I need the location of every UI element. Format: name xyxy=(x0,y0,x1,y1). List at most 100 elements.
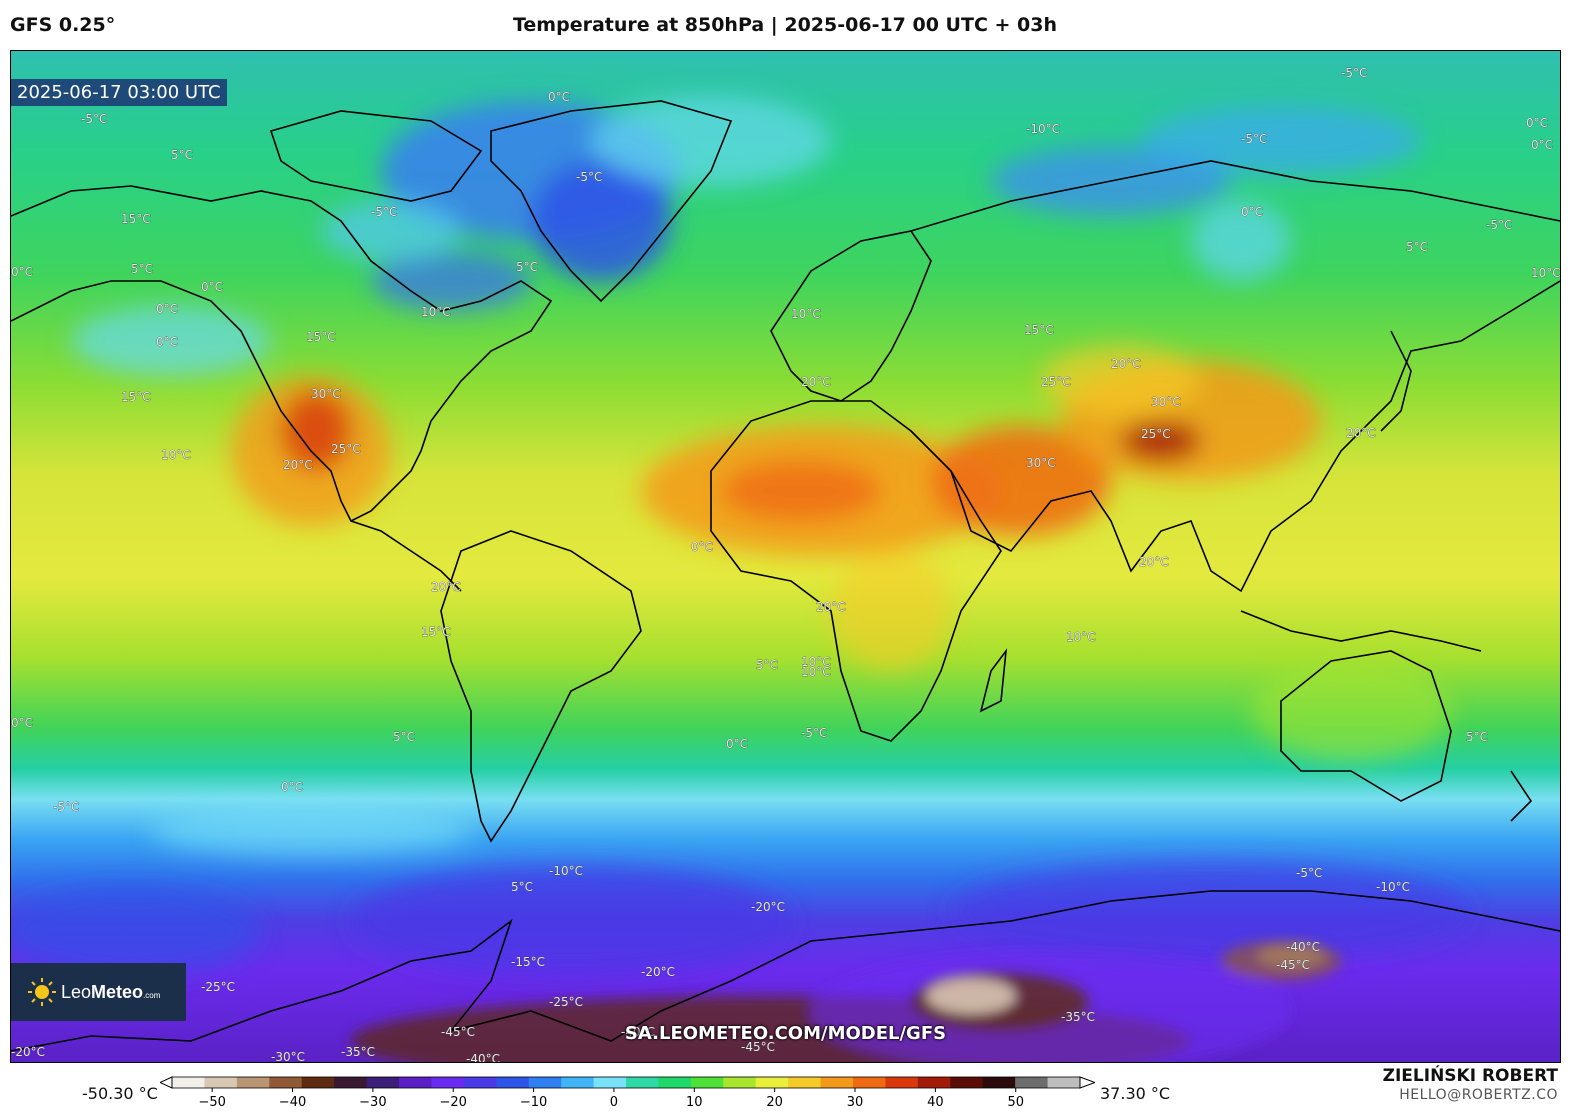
arctic-islands-outline xyxy=(269,110,483,202)
contour-label: -40°C xyxy=(466,1052,500,1062)
colorbar-min-label: -50.30 °C xyxy=(82,1084,158,1103)
contour-label: 15°C xyxy=(121,212,151,226)
contour-label: 10°C xyxy=(421,305,451,319)
contour-label: 25°C xyxy=(1041,375,1071,389)
source-watermark: SA.LEOMETEO.COM/MODEL/GFS xyxy=(624,1023,947,1044)
contour-label: -40°C xyxy=(621,1025,655,1039)
colorbar-max-arrow xyxy=(1079,1076,1095,1089)
colorbar-segment xyxy=(561,1077,595,1088)
contour-label: -25°C xyxy=(549,995,583,1009)
colorbar-segment xyxy=(626,1077,659,1088)
contour-label: 20°C xyxy=(1111,357,1141,371)
colorbar-tick-label: −40 xyxy=(279,1095,306,1110)
south-america-outline xyxy=(440,530,642,843)
australia-outline xyxy=(1280,650,1452,802)
contour-label: -5°C xyxy=(81,112,107,126)
contour-label: 20°C xyxy=(1346,426,1376,440)
contour-label: 20°C xyxy=(1139,555,1169,569)
contour-label: 5°C xyxy=(516,260,538,274)
colorbar-segment xyxy=(885,1077,919,1088)
colorbar-segment xyxy=(528,1077,562,1088)
colorbar-segment xyxy=(496,1077,530,1088)
contour-label: 5°C xyxy=(1466,730,1488,744)
author-name: ZIELIŃSKI ROBERT xyxy=(1382,1066,1558,1086)
contour-label: 0°C xyxy=(11,716,33,730)
colorbar-tick-label: 10 xyxy=(686,1095,703,1110)
colorbar-segment xyxy=(658,1077,692,1088)
contour-label: -20°C xyxy=(751,900,785,914)
contour-label: 20°C xyxy=(283,458,313,472)
contour-label: 0°C xyxy=(1526,116,1548,130)
contour-label: -20°C xyxy=(641,965,675,979)
map-canvas: 0°C -5°C 5°C -5°C 15°C 5°C 0°C 0°C 0°C 0°C -5°C 5°C… xyxy=(11,51,1560,1062)
contour-label: 0°C xyxy=(548,90,570,104)
colorbar-segment xyxy=(172,1077,205,1088)
contour-label: 15°C xyxy=(121,390,151,404)
contour-label: 30°C xyxy=(311,387,341,401)
contour-label: 10°C xyxy=(1066,630,1096,644)
colorbar-tick-label: −50 xyxy=(198,1095,225,1110)
model-name: GFS 0.25° xyxy=(10,14,116,36)
contour-labels: 0°C -5°C 5°C -5°C 15°C 5°C 0°C 0°C 0°C 0°C -5°C 5°C… xyxy=(11,66,1560,1062)
colorbar-segment xyxy=(1047,1077,1081,1088)
author-email: HELLO@ROBERTZ.CO xyxy=(1399,1087,1558,1103)
madagascar-outline xyxy=(979,648,1008,713)
colorbar-segment xyxy=(301,1077,335,1088)
colorbar-segment xyxy=(950,1077,984,1088)
colorbar-segment xyxy=(723,1077,757,1088)
colorbar-tick-label: 30 xyxy=(847,1095,864,1110)
contour-label: -5°C xyxy=(801,726,827,740)
contour-label: -35°C xyxy=(341,1045,375,1059)
contour-label: -30°C xyxy=(271,1050,305,1062)
sun-icon xyxy=(28,978,56,1006)
contour-label: 10°C xyxy=(161,448,191,462)
contour-label: 20°C xyxy=(801,375,831,389)
contour-label: -15°C xyxy=(511,955,545,969)
colorbar-tick-label: 50 xyxy=(1007,1095,1024,1110)
contour-label: -10°C xyxy=(549,864,583,878)
antarctica-outline xyxy=(11,890,1560,1052)
antarctic-cold-core xyxy=(351,941,1341,1062)
contour-label: 15°C xyxy=(1024,323,1054,337)
contour-label: -5°C xyxy=(53,800,79,814)
north-america-outline xyxy=(11,185,553,523)
colorbar-segment xyxy=(853,1077,886,1088)
contour-label: 0°C xyxy=(156,335,178,349)
coastlines xyxy=(11,100,1560,1052)
colorbar-segment xyxy=(204,1077,238,1088)
contour-label: -35°C xyxy=(1061,1010,1095,1024)
contour-label: 5°C xyxy=(511,880,533,894)
africa-outline xyxy=(710,400,1002,742)
colorbar-max-label: 37.30 °C xyxy=(1100,1084,1171,1103)
contour-label: 30°C xyxy=(1151,395,1181,409)
colorbar-segment xyxy=(269,1077,303,1088)
contour-label: 10°C xyxy=(791,307,821,321)
leometeo-logo[interactable]: LeoMeteo.com xyxy=(11,963,186,1021)
colorbar-segment xyxy=(917,1077,951,1088)
contour-label: 0°C xyxy=(281,780,303,794)
colorbar-min-arrow xyxy=(160,1076,173,1089)
temperature-map[interactable]: 0°C -5°C 5°C -5°C 15°C 5°C 0°C 0°C 0°C 0°C -5°C 5°C… xyxy=(10,50,1561,1063)
colorbar-segment xyxy=(820,1077,854,1088)
colorbar-segment xyxy=(593,1077,627,1088)
new-zealand-outline xyxy=(1510,770,1533,822)
colorbar-segment xyxy=(431,1077,465,1088)
contour-label: 5°C xyxy=(131,262,153,276)
colorbar-segment xyxy=(334,1077,368,1088)
temperature-colorbar: −50 −40 −30 −20 −10 0 10 20 30 40 50 xyxy=(160,1076,1095,1110)
colorbar-tick-label: 0 xyxy=(610,1095,618,1110)
colorbar-tick-label: 20 xyxy=(766,1095,783,1110)
colorbar-tick-label: −30 xyxy=(359,1095,386,1110)
contour-label: 5°C xyxy=(171,148,193,162)
contour-label: -10°C xyxy=(1026,122,1060,136)
contour-label: -5°C xyxy=(1296,866,1322,880)
logo-text: LeoMeteo.com xyxy=(61,981,161,1002)
asia-outline xyxy=(910,160,1560,593)
contour-label: 5°C xyxy=(393,730,415,744)
map-title: Temperature at 850hPa | 2025-06-17 00 UT… xyxy=(512,14,1058,36)
contour-label: 15°C xyxy=(306,330,336,344)
contour-label: 20°C xyxy=(816,600,846,614)
colorbar-segment xyxy=(1015,1077,1049,1088)
contour-label: 25°C xyxy=(1141,427,1171,441)
contour-label: 0°C xyxy=(726,737,748,751)
